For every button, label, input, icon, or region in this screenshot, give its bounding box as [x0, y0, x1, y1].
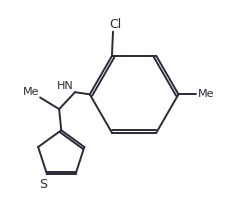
Text: Me: Me	[197, 89, 213, 99]
Text: Me: Me	[22, 87, 39, 97]
Text: Cl: Cl	[108, 18, 121, 31]
Text: HN: HN	[57, 81, 74, 91]
Text: S: S	[39, 178, 47, 191]
